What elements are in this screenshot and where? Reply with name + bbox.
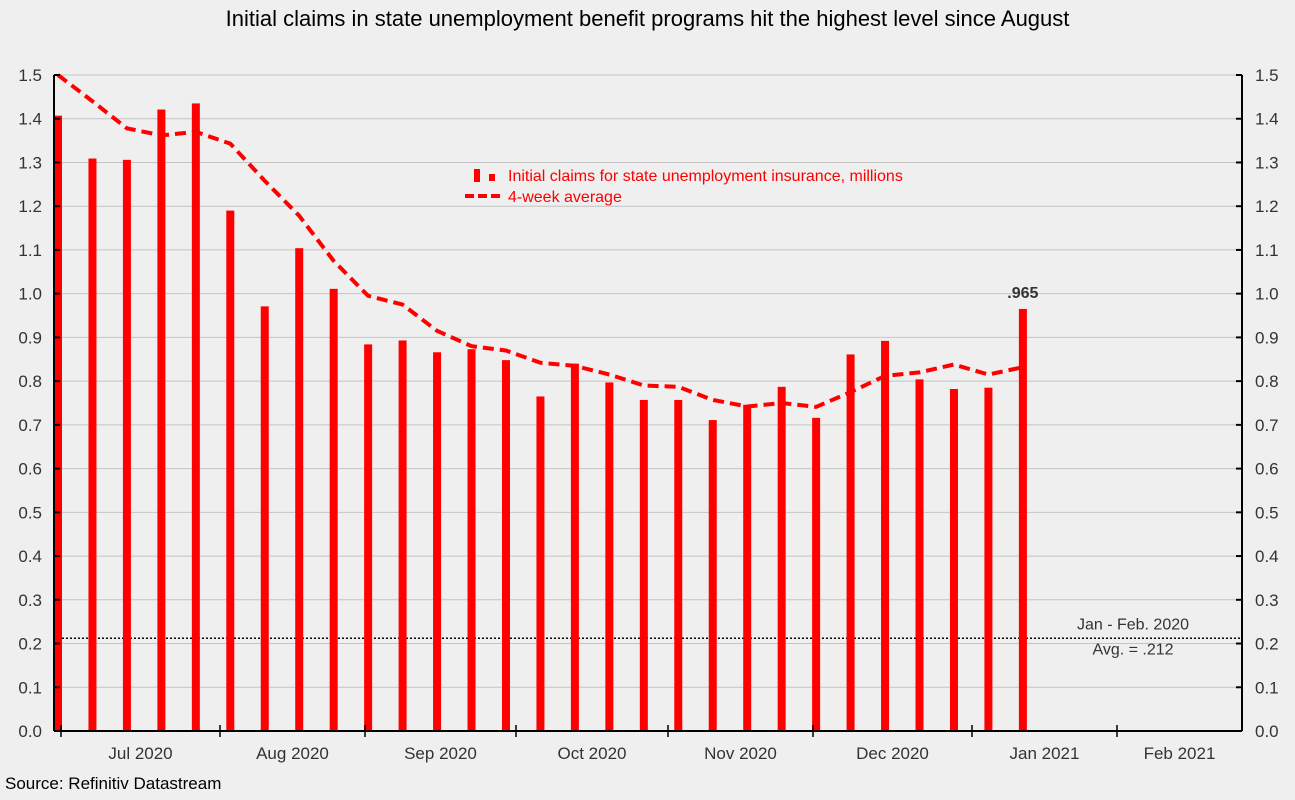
bar [191, 103, 200, 732]
bar [708, 420, 717, 731]
bar [260, 306, 269, 731]
legend-bar-swatch-small [489, 174, 495, 181]
x-tick-label: Dec 2020 [856, 744, 929, 763]
bar [226, 210, 235, 731]
axes [53, 75, 1243, 732]
bar [881, 340, 890, 731]
annotations: .965 [1007, 285, 1038, 302]
bar [846, 354, 855, 731]
bar [605, 382, 614, 731]
bar [364, 344, 373, 731]
bar [433, 352, 442, 731]
bar-series [54, 103, 1027, 732]
y-tick-label-right: 0.5 [1255, 503, 1279, 522]
bar [674, 399, 683, 731]
bar [1018, 308, 1027, 731]
y-tick-label-right: 0.7 [1255, 416, 1279, 435]
x-tick-label: Oct 2020 [558, 744, 627, 763]
bar [639, 399, 648, 731]
y-axis-right: 0.0 0.1 0.2 0.3 0.4 0.5 0.6 0.7 0.8 0.9 1.0 1.1 1.2 1… [1236, 66, 1279, 741]
bar [743, 404, 752, 731]
bar [812, 417, 821, 731]
bar [777, 386, 786, 731]
chart-title: Initial claims in state unemployment ben… [225, 6, 1070, 31]
reference-label-average: Avg. = .212 [1092, 641, 1173, 658]
y-tick-label-left: 0.3 [18, 591, 42, 610]
y-tick-label-left: 1.3 [18, 153, 42, 172]
y-tick-label-right: 0.3 [1255, 591, 1279, 610]
y-tick-label-left: 0.7 [18, 416, 42, 435]
y-tick-label-left: 1.0 [18, 285, 42, 304]
bar [157, 109, 166, 732]
y-tick-label-right: 0.6 [1255, 460, 1279, 479]
x-tick-label: Feb 2021 [1144, 744, 1216, 763]
bar [949, 389, 958, 731]
y-tick-label-right: 0.0 [1255, 722, 1279, 741]
reference-line-group: Jan - Feb. 2020 Avg. = .212 [54, 616, 1242, 658]
bar [570, 363, 579, 731]
y-tick-label-left: 0.5 [18, 503, 42, 522]
bar [295, 248, 304, 731]
grid-lines [54, 74, 1242, 688]
y-tick-label-right: 1.5 [1255, 66, 1279, 85]
y-tick-label-left: 0.2 [18, 635, 42, 654]
y-tick-label-right: 1.0 [1255, 285, 1279, 304]
y-tick-label-right: 1.4 [1255, 110, 1279, 129]
y-tick-label-left: 1.2 [18, 197, 42, 216]
average-line-series [56, 73, 1024, 409]
y-tick-label-left: 0.1 [18, 678, 42, 697]
data-label: .965 [1007, 285, 1038, 302]
bar [398, 340, 407, 731]
bar [122, 159, 131, 732]
legend: Initial claims for state unemployment in… [465, 168, 903, 206]
y-tick-label-left: 1.1 [18, 241, 42, 260]
y-tick-label-left: 0.4 [18, 547, 42, 566]
y-tick-label-right: 1.2 [1255, 197, 1279, 216]
x-tick-label: Aug 2020 [256, 744, 329, 763]
bar [329, 288, 338, 731]
average-line [56, 73, 1024, 409]
y-tick-label-right: 0.2 [1255, 635, 1279, 654]
reference-label-period: Jan - Feb. 2020 [1077, 616, 1189, 633]
x-tick-label: Nov 2020 [704, 744, 777, 763]
y-tick-label-right: 0.9 [1255, 328, 1279, 347]
y-tick-label-left: 0.8 [18, 372, 42, 391]
y-tick-label-left: 0.6 [18, 460, 42, 479]
bar [501, 360, 510, 731]
y-tick-label-left: 1.5 [18, 66, 42, 85]
bar [88, 158, 97, 732]
x-tick-label: Sep 2020 [404, 744, 477, 763]
y-axis-left: 0.0 0.1 0.2 0.3 0.4 0.5 0.6 0.7 0.8 0.9 1.0 1.1 1.2 1… [18, 66, 60, 741]
bar [467, 349, 476, 731]
x-tick-label: Jan 2021 [1010, 744, 1080, 763]
bar [54, 115, 62, 731]
y-tick-label-right: 0.8 [1255, 372, 1279, 391]
y-tick-label-right: 1.1 [1255, 241, 1279, 260]
y-tick-label-right: 0.1 [1255, 678, 1279, 697]
y-tick-label-left: 0.0 [18, 722, 42, 741]
y-tick-label-right: 1.3 [1255, 153, 1279, 172]
source-note: Source: Refinitiv Datastream [5, 774, 222, 793]
legend-bar-swatch-large [474, 169, 480, 182]
bar [915, 379, 924, 731]
y-tick-label-right: 0.4 [1255, 547, 1279, 566]
legend-label-average: 4-week average [508, 189, 622, 206]
bar [984, 387, 993, 731]
x-tick-label: Jul 2020 [108, 744, 172, 763]
legend-label-claims: Initial claims for state unemployment in… [508, 168, 903, 185]
x-axis: Jul 2020 Aug 2020 Sep 2020 Oct 2020 Nov 2020… [60, 725, 1216, 763]
y-tick-label-left: 1.4 [18, 110, 42, 129]
bar [536, 396, 545, 731]
y-tick-label-left: 0.9 [18, 328, 42, 347]
